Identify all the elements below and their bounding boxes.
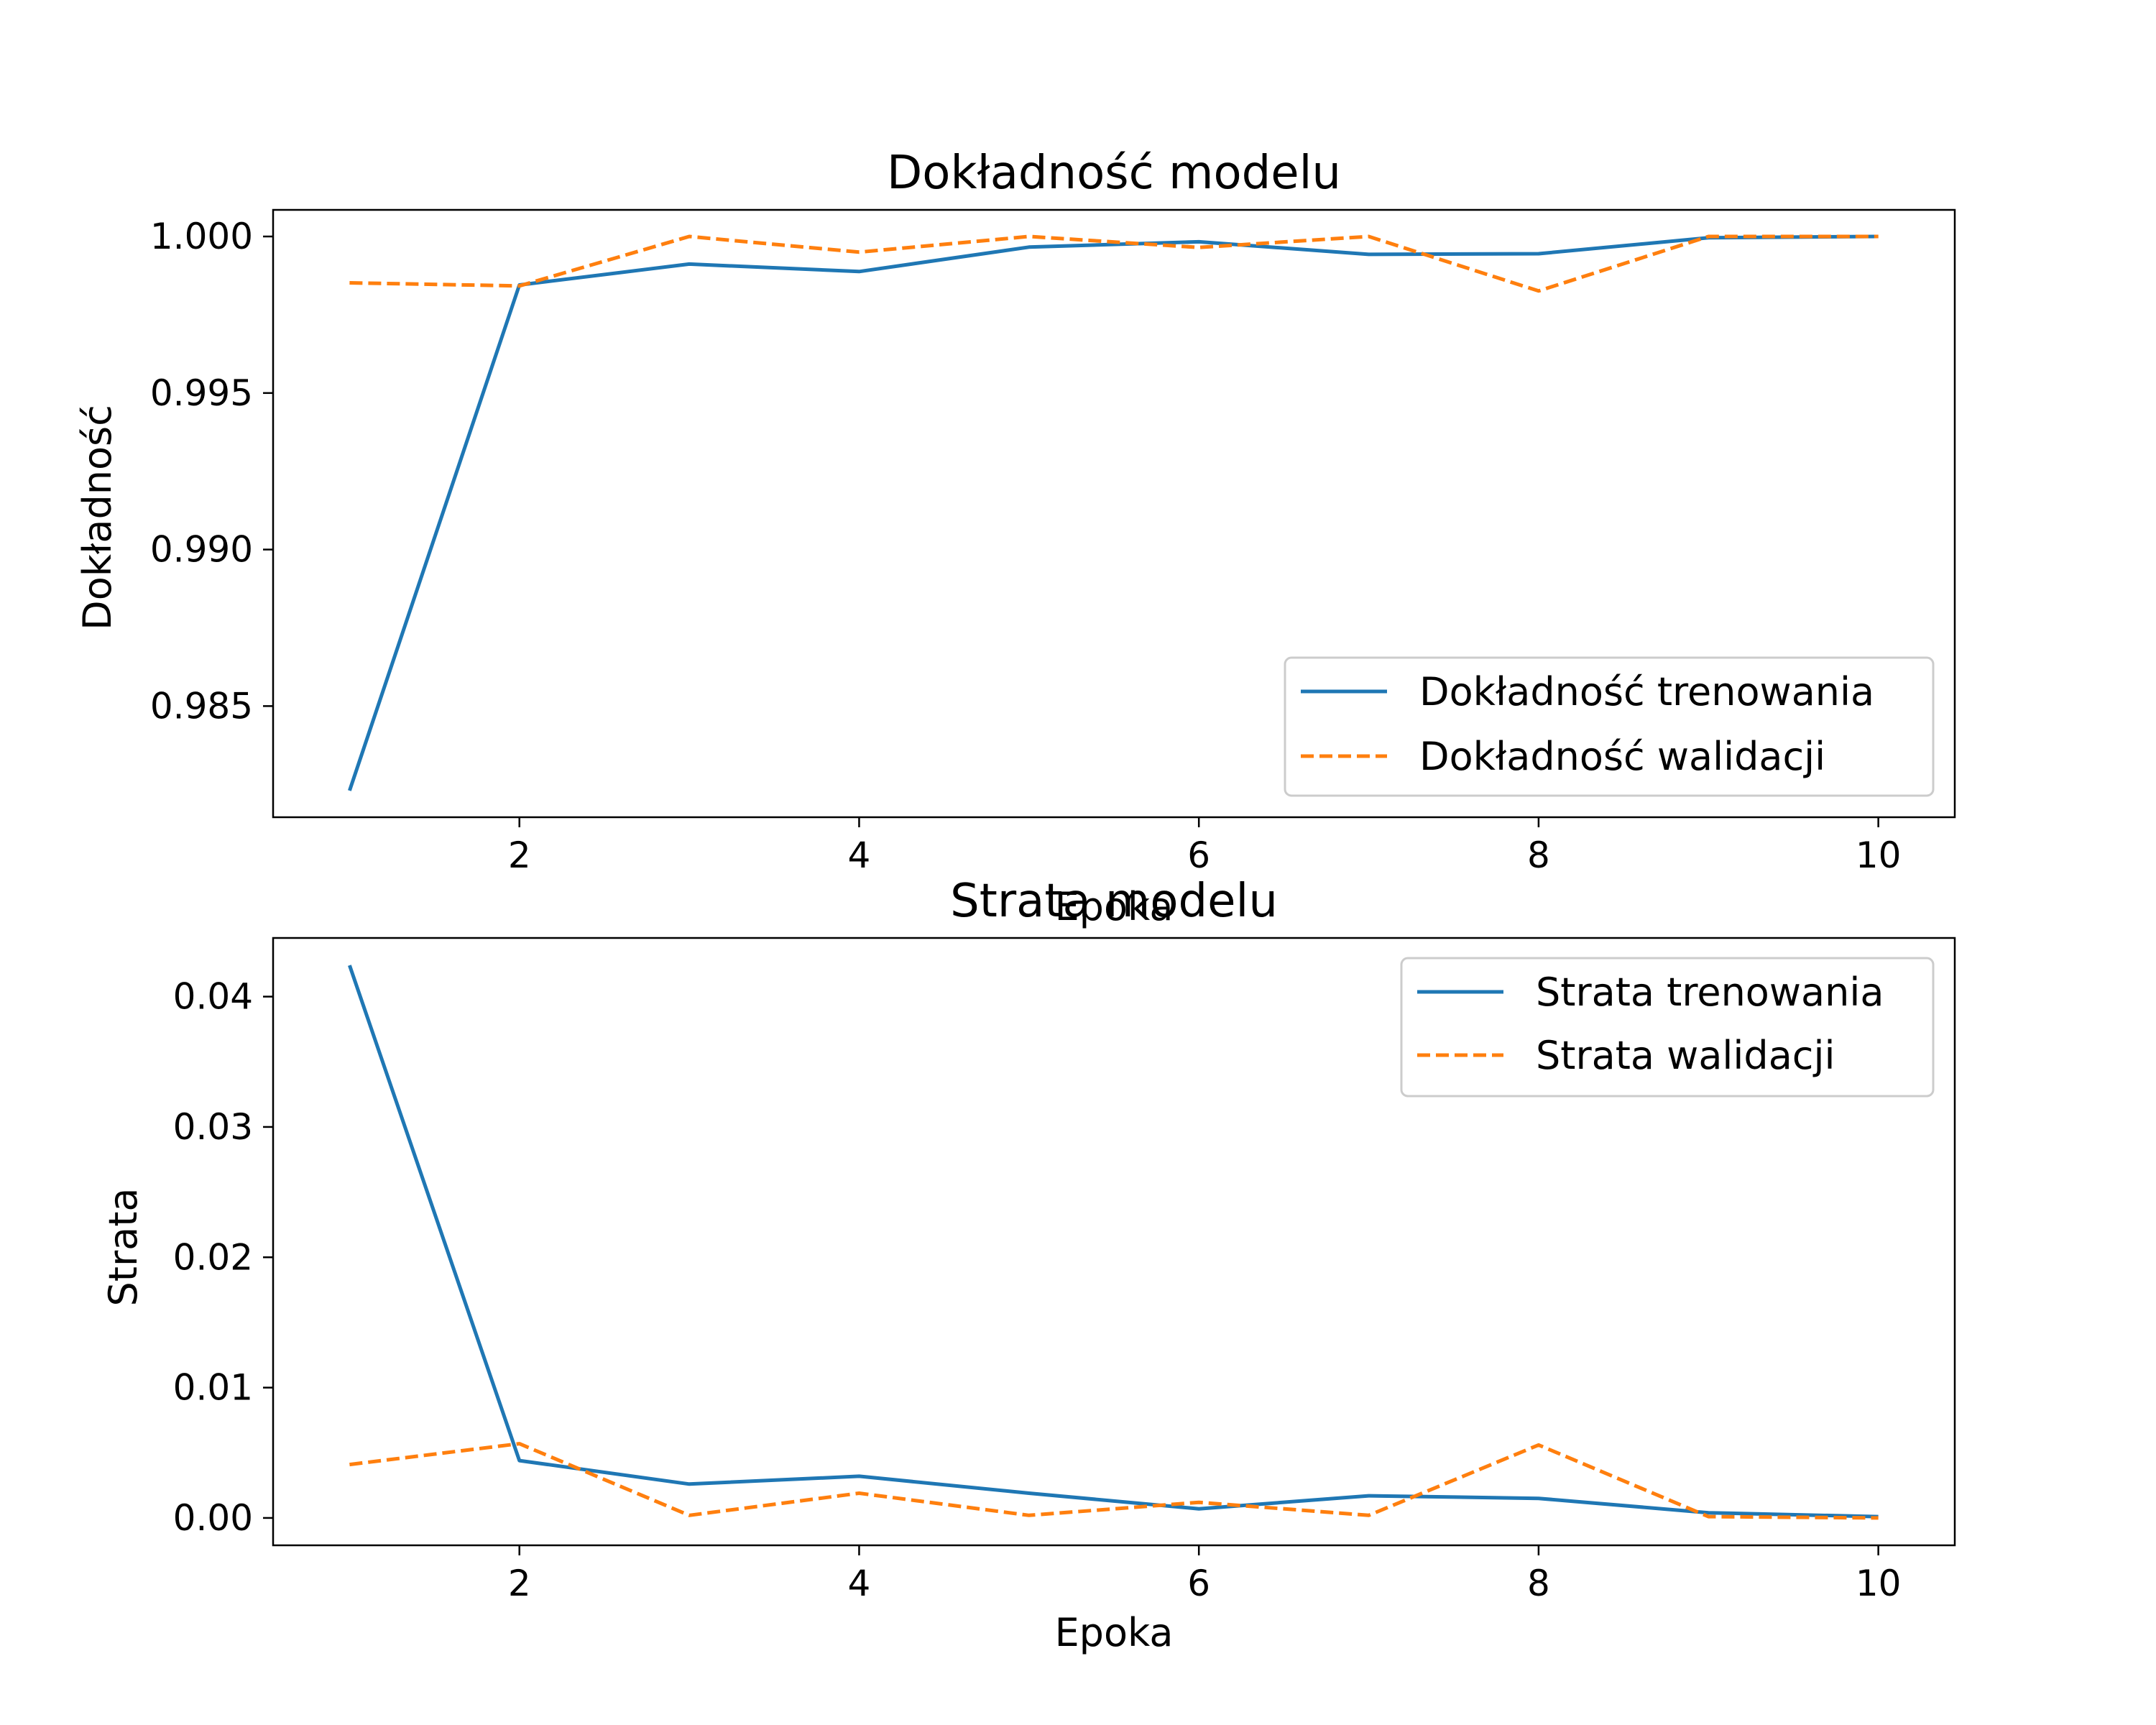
loss-y-tick-label: 0.00 xyxy=(173,1497,253,1539)
accuracy-x-tick-label: 4 xyxy=(848,834,871,876)
loss-legend-validation-label: Strata walidacji xyxy=(1536,1033,1835,1078)
loss-y-axis-label: Strata xyxy=(101,1187,146,1306)
accuracy-chart: Dokładność modelu 2 4 6 8 10 0.985 0.990 0.995 1… xyxy=(75,147,1956,929)
accuracy-legend-frame xyxy=(1284,656,1935,797)
loss-x-tick-label: 6 xyxy=(1187,1563,1210,1604)
loss-chart-title: Strata modelu xyxy=(950,875,1278,928)
accuracy-y-axis-label: Dokładność xyxy=(75,405,120,630)
accuracy-axes-frame xyxy=(272,208,1956,819)
accuracy-chart-title: Dokładność modelu xyxy=(887,147,1341,200)
loss-plot-area: 2 4 6 8 10 0.00 0.01 0.02 0.03 0.04 xyxy=(173,937,1956,1604)
accuracy-y-tick-label: 1.000 xyxy=(150,216,253,257)
accuracy-series-train-line xyxy=(348,234,1879,791)
accuracy-legend-validation-label: Dokładność walidacji xyxy=(1419,734,1825,779)
loss-legend: Strata trenowania Strata walidacji xyxy=(1400,957,1935,1098)
loss-series-validation-line xyxy=(349,1442,1879,1520)
loss-y-tick-label: 0.02 xyxy=(173,1236,253,1278)
accuracy-y-tick-label: 0.985 xyxy=(150,685,253,727)
loss-x-axis-label: Epoka xyxy=(1055,1610,1174,1655)
accuracy-series-validation-line xyxy=(349,234,1879,293)
loss-x-tick-label: 8 xyxy=(1527,1563,1550,1604)
loss-y-tick-label: 0.04 xyxy=(173,976,253,1018)
loss-axes-frame xyxy=(272,937,1956,1547)
accuracy-x-axis-label: Epoka xyxy=(1055,884,1174,929)
accuracy-x-tick-label: 8 xyxy=(1527,834,1550,876)
loss-x-tick-label: 4 xyxy=(848,1563,871,1604)
loss-series-train-line xyxy=(348,965,1879,1519)
loss-legend-train-label: Strata trenowania xyxy=(1536,970,1884,1015)
loss-legend-frame xyxy=(1400,957,1935,1098)
loss-x-tick-label: 10 xyxy=(1856,1563,1902,1604)
loss-y-tick-label: 0.01 xyxy=(173,1367,253,1409)
loss-y-tick-label: 0.03 xyxy=(173,1106,253,1148)
accuracy-plot-area: 2 4 6 8 10 0.985 0.990 0.995 1.000 xyxy=(150,208,1956,876)
accuracy-legend-train-label: Dokładność trenowania xyxy=(1419,669,1874,714)
loss-x-tick-label: 2 xyxy=(508,1563,531,1604)
accuracy-y-tick-label: 0.995 xyxy=(150,372,253,414)
accuracy-y-tick-label: 0.990 xyxy=(150,529,253,571)
accuracy-legend: Dokładność trenowania Dokładność walidac… xyxy=(1284,656,1935,797)
accuracy-x-tick-label: 2 xyxy=(508,834,531,876)
loss-chart: Strata modelu 2 4 6 8 10 0.00 0.01 0.02 0.03 0.04… xyxy=(101,875,1956,1655)
accuracy-x-tick-label: 10 xyxy=(1856,834,1902,876)
accuracy-x-tick-label: 6 xyxy=(1187,834,1210,876)
